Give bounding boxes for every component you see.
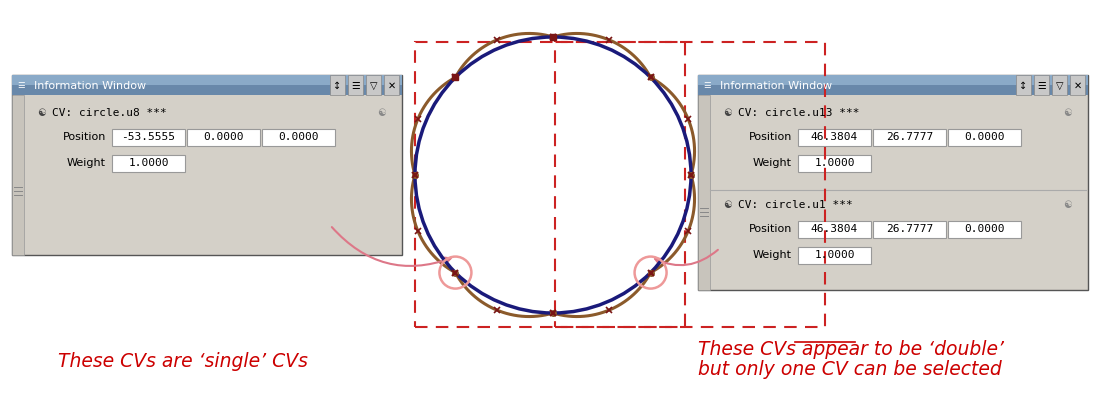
- Text: 46.3804: 46.3804: [811, 132, 858, 142]
- Bar: [873, 221, 946, 238]
- Text: CV: circle.u1 ***: CV: circle.u1 ***: [738, 200, 852, 210]
- Bar: [187, 129, 260, 146]
- Text: These CVs appear to be ‘double’: These CVs appear to be ‘double’: [698, 340, 1004, 359]
- Bar: [1070, 75, 1085, 95]
- Bar: [12, 85, 402, 95]
- Bar: [698, 95, 710, 290]
- Text: ☯: ☯: [724, 108, 733, 118]
- Text: ☯: ☯: [1064, 200, 1072, 210]
- Text: CV: circle.u8 ***: CV: circle.u8 ***: [52, 108, 167, 118]
- Bar: [384, 75, 399, 95]
- Text: These CVs are ‘single’ CVs: These CVs are ‘single’ CVs: [58, 352, 308, 371]
- Text: ☯: ☯: [724, 200, 733, 210]
- Bar: [698, 75, 1088, 290]
- Bar: [330, 75, 345, 95]
- Text: Position: Position: [63, 132, 106, 142]
- Bar: [12, 75, 402, 255]
- Text: 1.0000: 1.0000: [129, 158, 168, 168]
- Bar: [948, 129, 1021, 146]
- Bar: [798, 221, 871, 238]
- Text: Weight: Weight: [754, 250, 792, 260]
- Text: ☯: ☯: [37, 108, 46, 118]
- Text: ☰: ☰: [1037, 81, 1046, 91]
- Text: 26.7777: 26.7777: [886, 132, 933, 142]
- Text: ☰: ☰: [351, 81, 360, 91]
- Text: ✕: ✕: [1074, 81, 1081, 91]
- Bar: [12, 95, 24, 255]
- Text: -53.5555: -53.5555: [121, 132, 176, 142]
- Text: ↕: ↕: [1020, 81, 1027, 91]
- Bar: [262, 129, 336, 146]
- Text: 1.0000: 1.0000: [814, 250, 855, 260]
- Text: ✕: ✕: [387, 81, 396, 91]
- Text: ☯: ☯: [377, 108, 386, 118]
- Text: ▽: ▽: [370, 81, 377, 91]
- Bar: [798, 129, 871, 146]
- Text: 0.0000: 0.0000: [965, 224, 1004, 234]
- Text: CV: circle.u13 ***: CV: circle.u13 ***: [738, 108, 859, 118]
- Bar: [556, 42, 825, 327]
- Bar: [1052, 75, 1067, 95]
- Bar: [798, 155, 871, 172]
- Bar: [415, 42, 685, 327]
- Bar: [366, 75, 381, 95]
- Text: Position: Position: [749, 132, 792, 142]
- Bar: [112, 155, 185, 172]
- Text: ☯: ☯: [1064, 108, 1072, 118]
- Text: Position: Position: [749, 224, 792, 234]
- Text: ☰: ☰: [703, 82, 711, 90]
- Bar: [1034, 75, 1049, 95]
- Text: Weight: Weight: [67, 158, 106, 168]
- Bar: [12, 75, 402, 95]
- Text: 0.0000: 0.0000: [965, 132, 1004, 142]
- Text: Information Window: Information Window: [720, 81, 832, 91]
- Text: 0.0000: 0.0000: [278, 132, 319, 142]
- Bar: [112, 129, 185, 146]
- Bar: [698, 75, 1088, 95]
- Bar: [798, 247, 871, 264]
- Text: 0.0000: 0.0000: [204, 132, 244, 142]
- Text: 46.3804: 46.3804: [811, 224, 858, 234]
- Bar: [873, 129, 946, 146]
- Text: 26.7777: 26.7777: [886, 224, 933, 234]
- Text: Information Window: Information Window: [34, 81, 146, 91]
- Bar: [948, 221, 1021, 238]
- Text: ▽: ▽: [1056, 81, 1064, 91]
- Text: 1.0000: 1.0000: [814, 158, 855, 168]
- Bar: [1016, 75, 1031, 95]
- Bar: [698, 85, 1088, 95]
- Text: ↕: ↕: [333, 81, 342, 91]
- Text: but only one CV can be selected: but only one CV can be selected: [698, 360, 1002, 379]
- Text: Weight: Weight: [754, 158, 792, 168]
- Text: ☰: ☰: [18, 82, 24, 90]
- Bar: [348, 75, 363, 95]
